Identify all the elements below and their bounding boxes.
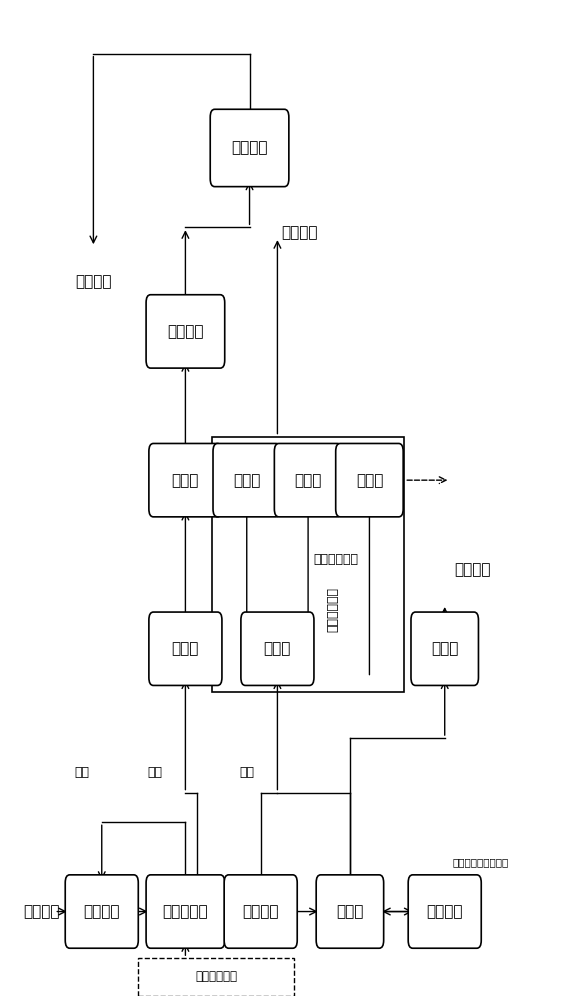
Text: 废气: 废气 [147, 766, 162, 779]
FancyBboxPatch shape [149, 443, 222, 517]
Text: 碳化机: 碳化机 [264, 641, 291, 656]
FancyBboxPatch shape [213, 443, 281, 517]
Text: 收尘器: 收尘器 [171, 641, 199, 656]
Text: 木醋液: 木醋液 [294, 473, 322, 488]
Text: 市场销售: 市场销售 [454, 562, 491, 577]
FancyBboxPatch shape [146, 875, 225, 948]
Text: 煤炭燃料: 煤炭燃料 [426, 904, 463, 919]
Text: 市场销售: 市场销售 [281, 225, 318, 240]
FancyBboxPatch shape [336, 443, 403, 517]
Text: 达标排放: 达标排放 [75, 274, 112, 289]
Bar [212, 437, 404, 692]
Text: 干化污泥: 干化污泥 [242, 904, 279, 919]
FancyBboxPatch shape [275, 443, 342, 517]
FancyBboxPatch shape [241, 612, 314, 685]
Text: 脱硫脱氮: 脱硫脱氮 [167, 324, 204, 339]
Bar [138, 958, 294, 996]
Text: 混合搅拌: 混合搅拌 [84, 904, 120, 919]
Text: 回流: 回流 [75, 766, 90, 779]
Text: 除臭装置: 除臭装置 [231, 140, 268, 155]
Text: 除尘器: 除尘器 [171, 473, 199, 488]
Text: 污泥干化机: 污泥干化机 [162, 904, 208, 919]
Text: 生物油: 生物油 [356, 473, 383, 488]
Text: 高温烟气引入: 高温烟气引入 [195, 970, 237, 983]
Text: 生物炭: 生物炭 [233, 473, 260, 488]
FancyBboxPatch shape [411, 612, 478, 685]
FancyBboxPatch shape [210, 109, 289, 187]
FancyBboxPatch shape [408, 875, 481, 948]
Text: （可用燃气、燃油）: （可用燃气、燃油） [453, 857, 509, 867]
FancyBboxPatch shape [65, 875, 138, 948]
Text: 沸腾炉: 沸腾炉 [336, 904, 363, 919]
FancyBboxPatch shape [149, 612, 222, 685]
Text: 废气回流使用: 废气回流使用 [327, 587, 340, 632]
Text: 生物污泥: 生物污泥 [24, 904, 60, 919]
Text: 废气回流使用: 废气回流使用 [314, 553, 358, 566]
Text: 加工: 加工 [239, 766, 254, 779]
Text: 焚煤灰: 焚煤灰 [431, 641, 458, 656]
FancyBboxPatch shape [224, 875, 297, 948]
FancyBboxPatch shape [316, 875, 384, 948]
FancyBboxPatch shape [146, 295, 225, 368]
